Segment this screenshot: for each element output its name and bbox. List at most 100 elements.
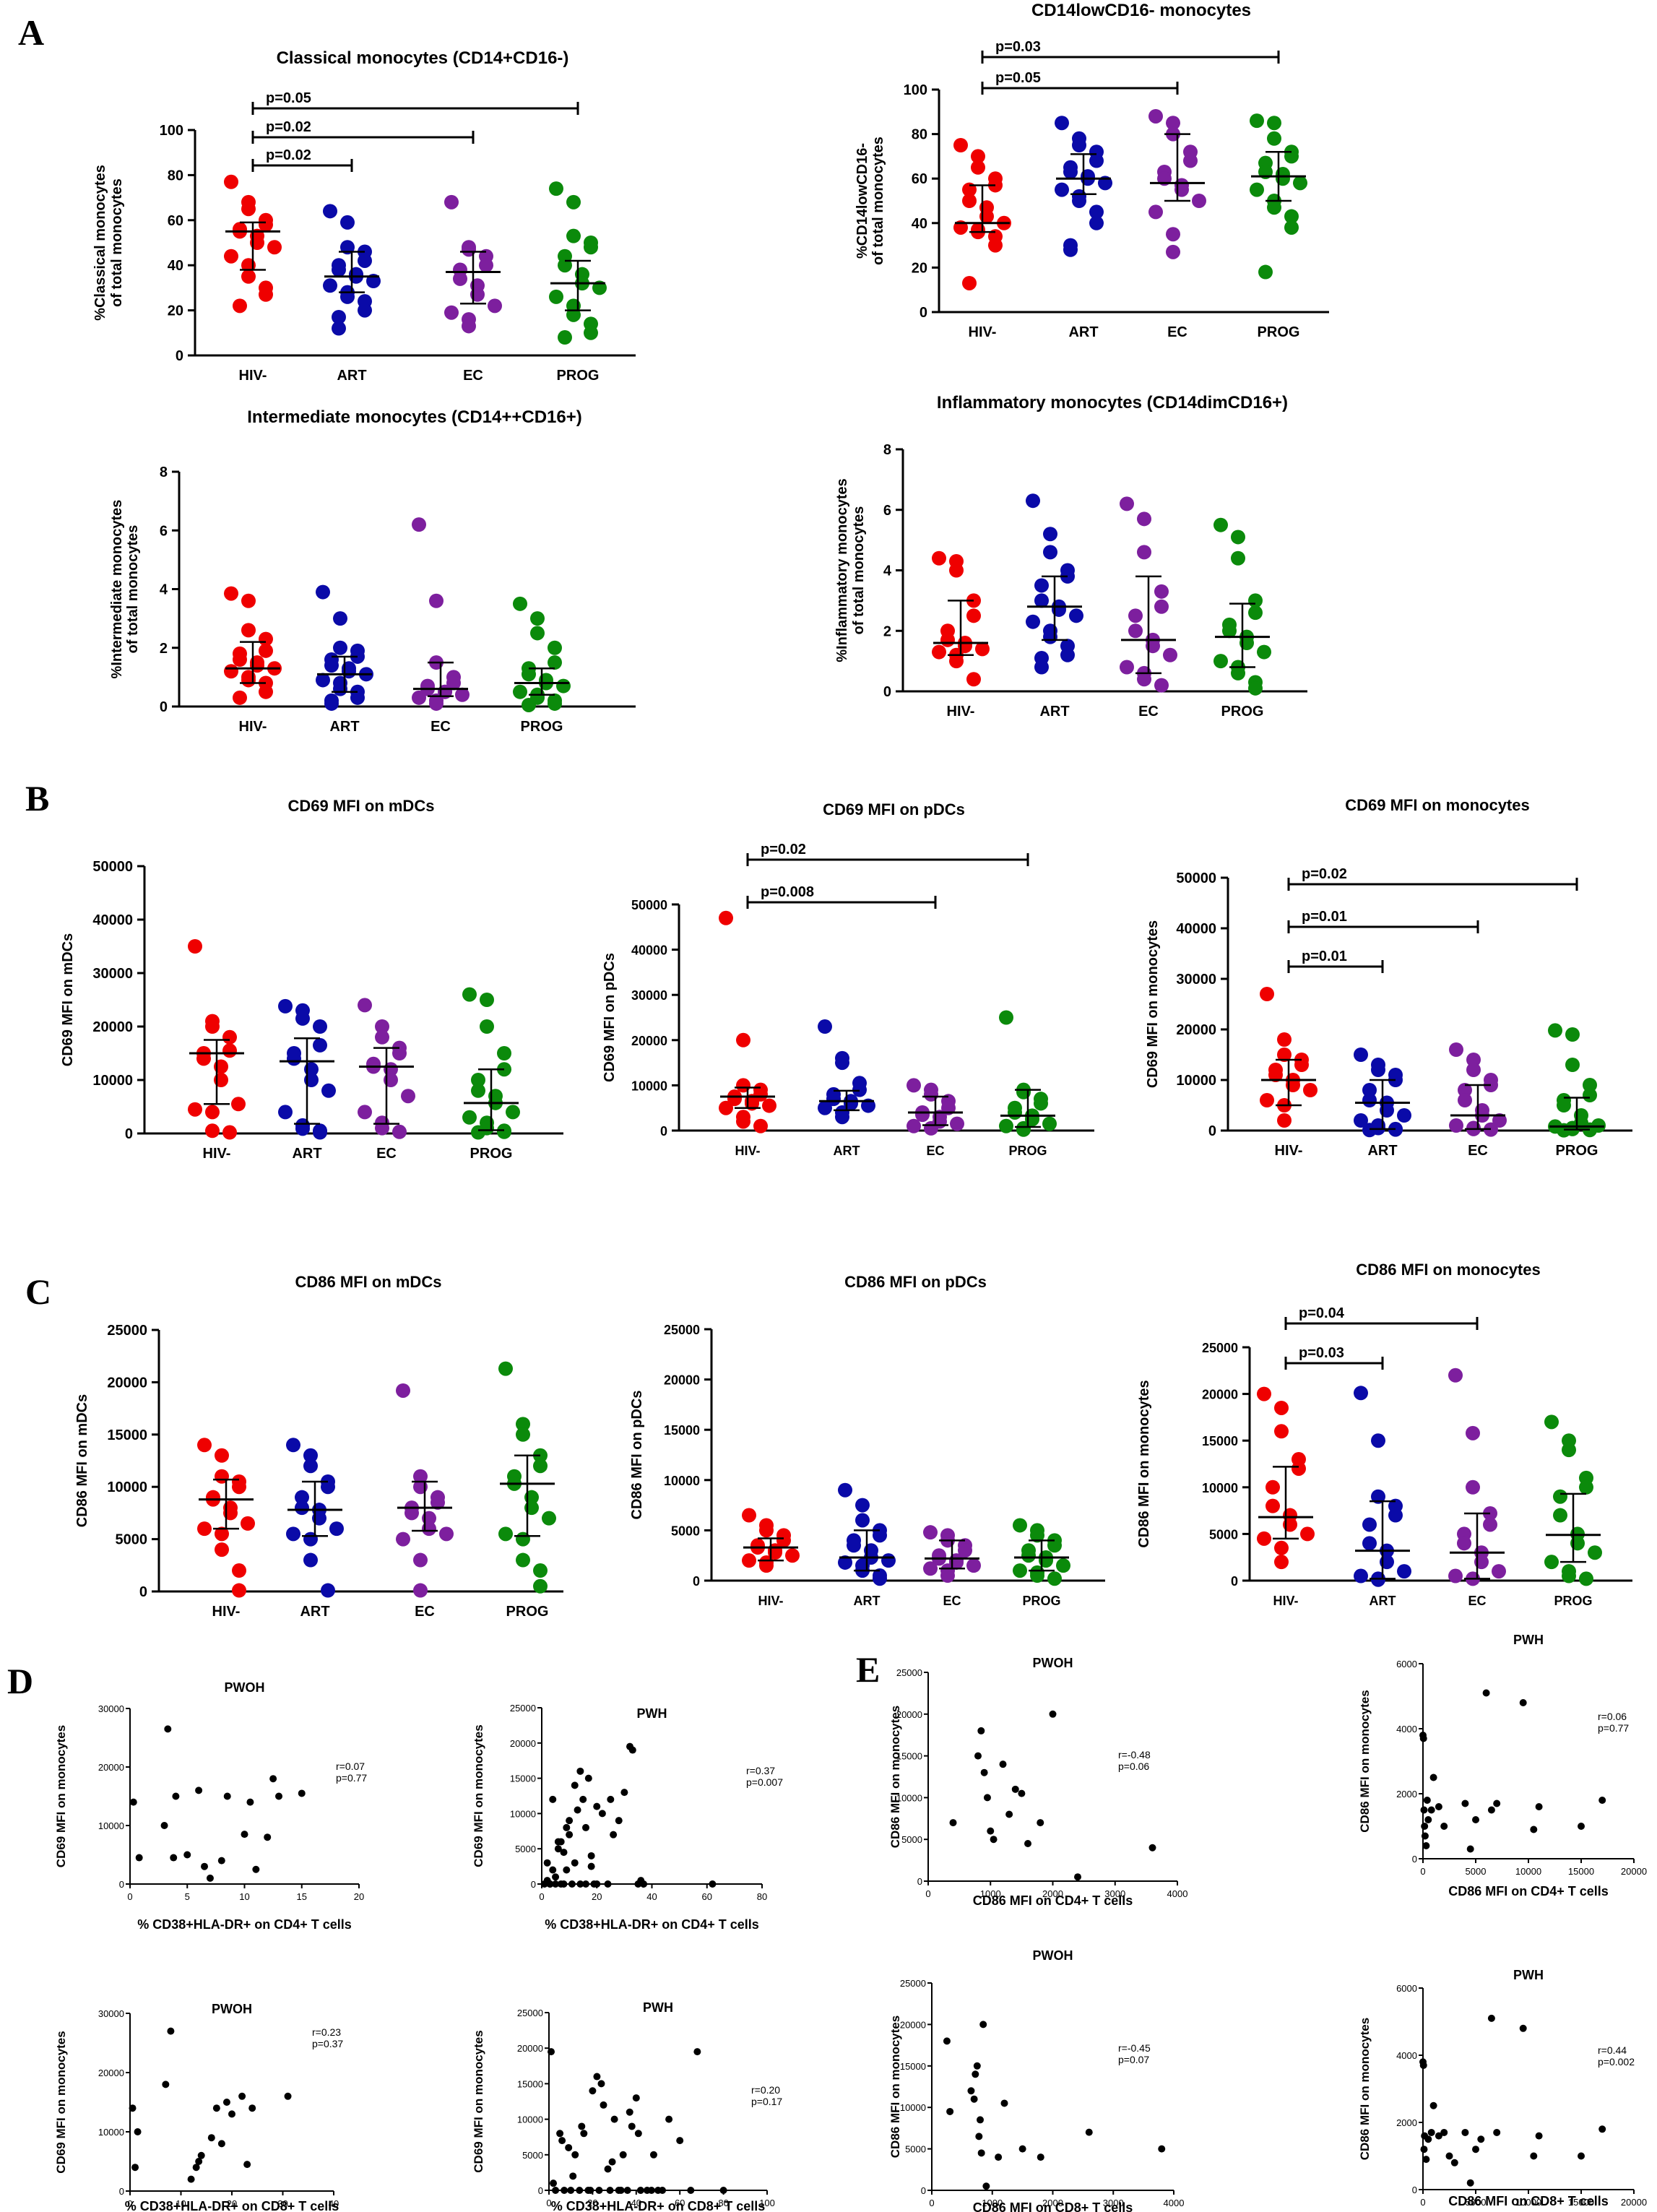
y-axis-label: CD86 MFI on monocytes [888,1706,902,1848]
x-tick-label: 80 [757,1891,767,1902]
chart-title: CD69 MFI on pDCs [823,800,965,818]
data-point [1274,1555,1289,1570]
data-point [982,2182,990,2190]
data-point [1429,2101,1437,2109]
data-point [462,987,477,1002]
data-point [522,697,536,712]
data-point [554,1838,562,1846]
data-point [1535,2132,1543,2140]
data-point [332,262,346,277]
data-point [1583,1078,1597,1092]
y-tick-label: 0 [1231,1574,1238,1589]
data-point [1267,116,1281,131]
correlation-plot: PWH 0 5000 10000 15000 20000 25000 0 20 40 60 80 % C… [472,1703,783,1932]
y-tick-label: 50000 [92,859,133,875]
data-point [215,1542,229,1558]
data-point [1482,1689,1490,1697]
data-point [736,1032,750,1047]
data-point [1424,2135,1432,2143]
data-point [958,1543,972,1558]
data-point [852,1082,867,1097]
data-point [164,1725,172,1733]
x-tick-label: ART [1367,1143,1397,1159]
data-point [962,194,977,208]
data-point [162,2081,170,2088]
p-value-label: p=0.02 [266,147,311,163]
data-point [287,1051,301,1066]
y-tick-label: 5000 [671,1524,700,1538]
data-point [392,1046,407,1060]
x-tick-label: 3000 [1104,1888,1125,1899]
data-point [949,1819,957,1827]
data-point [1137,511,1151,527]
data-point [582,1880,589,1888]
data-point [548,655,562,670]
y-tick-label: 15000 [664,1423,700,1438]
data-point [1422,1842,1430,1849]
data-point [1248,605,1263,621]
data-point [582,1823,589,1831]
y-tick-label: 6 [160,523,168,539]
data-point [479,258,493,273]
data-point [587,2187,594,2194]
data-point [576,1880,584,1888]
data-point [1060,647,1075,662]
data-point [350,690,365,705]
data-point [818,1019,832,1034]
data-point [1293,176,1307,191]
data-point [205,1123,220,1139]
data-point [649,2151,657,2159]
data-point [321,1479,335,1495]
x-tick-label: EC [376,1146,397,1162]
x-tick-label: 5000 [1466,2197,1487,2208]
data-point [576,2187,584,2194]
data-point [560,1849,568,1857]
data-point [1419,2061,1427,2069]
x-tick-label: 0 [127,1891,132,1902]
y-tick-label: 10000 [510,1808,536,1819]
y-tick-label: 2 [883,623,891,639]
y-tick-label: 20 [912,260,927,276]
y-tick-label: 5000 [116,1532,148,1548]
data-point [413,1552,428,1568]
data-point [549,1795,557,1803]
data-point [1483,1517,1497,1532]
data-point [1018,2145,1026,2153]
y-tick-label: 40000 [1176,921,1216,937]
data-point [1440,2128,1448,2136]
data-point [949,563,964,578]
data-point [205,1105,220,1120]
correlation-p: p=0.77 [336,1772,367,1784]
data-point [1458,1083,1472,1097]
data-point [172,1792,180,1800]
data-point [1493,1800,1501,1807]
data-point [975,2133,983,2140]
data-point [548,2048,555,2056]
data-point [1231,550,1245,566]
data-point [513,684,527,699]
data-point [1562,1443,1576,1458]
data-point [593,1802,601,1810]
correlation-r: r=0.23 [312,2026,341,2038]
x-tick-label: 40 [631,2198,641,2208]
x-tick-label: 20000 [1621,2197,1647,2208]
data-point [1072,138,1086,152]
data-point [1013,1563,1027,1578]
chart-title: CD86 MFI on mDCs [295,1273,442,1291]
x-tick-label: 0 [1420,2197,1425,2208]
data-point [1562,1568,1576,1584]
data-point [313,1037,327,1053]
y-tick-label: 10000 [107,1479,147,1495]
data-point [595,2187,603,2194]
data-point [1466,1479,1480,1495]
x-tick-label: 100 [759,2198,775,2208]
data-point [640,1880,648,1888]
p-value-label: p=0.03 [995,39,1041,55]
chart-title: PWH [637,1706,667,1721]
x-tick-label: PROG [506,1604,549,1620]
correlation-plot: PWOH 0 10000 20000 30000 0 10 20 30 40% CD38+HLA-… [54,2002,343,2212]
x-tick-label: 15000 [1568,2197,1594,2208]
data-point [187,2175,195,2183]
data-point [1362,1083,1377,1097]
correlation-plot: PWH 0 5000 10000 15000 20000 25000 0 20 40 60 80 100… [472,2000,782,2212]
